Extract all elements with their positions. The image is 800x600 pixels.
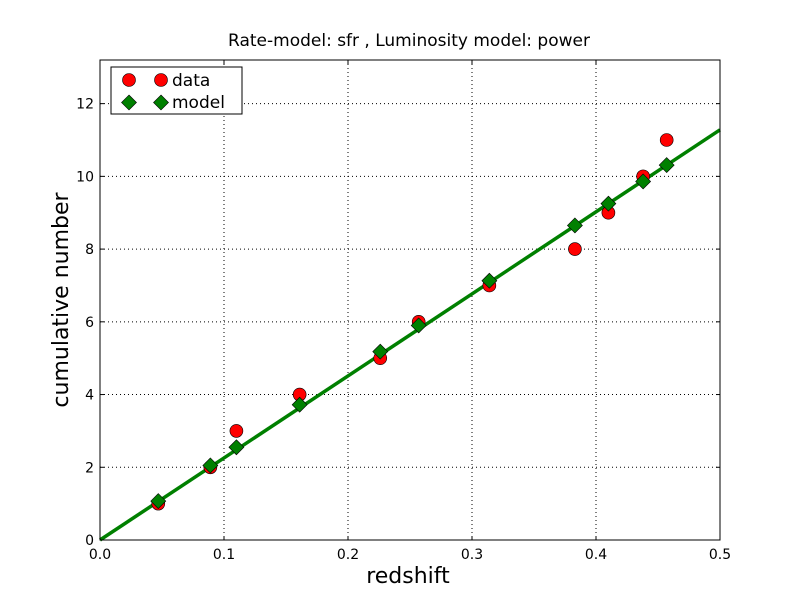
model-point [150,493,167,510]
x-tick-label: 0.2 [337,547,359,563]
x-tick-label: 0.3 [461,547,483,563]
model-point [566,217,583,234]
model-point [635,173,652,190]
model-point [481,272,498,289]
model-point [291,396,308,413]
y-tick-label: 12 [76,97,94,113]
grid [100,60,720,540]
y-tick-label: 8 [85,242,94,258]
model-point [600,195,617,212]
fit-line-group [99,128,721,542]
model-fit-line [99,128,721,542]
x-axis-label: redshift [366,564,450,589]
model-point [202,457,219,474]
data-point [568,242,582,256]
model-point [372,343,389,360]
legend-data-label: data [172,71,210,91]
y-tick-label: 4 [85,388,94,404]
x-tick-label: 0.4 [585,547,607,563]
y-axis-label: cumulative number [49,191,74,407]
legend-model-label: model [172,93,225,113]
y-tick-label: 6 [85,315,94,331]
legend: data model [110,66,243,115]
legend-data-marker [122,73,136,87]
x-tick-label: 0.1 [213,547,235,563]
chart-title: Rate-model: sfr , Luminosity model: powe… [228,31,590,51]
y-tick-label: 0 [85,533,94,549]
data-point [659,133,674,147]
markers [150,133,675,511]
model-point [228,439,245,456]
legend-data-marker [154,73,168,87]
legend-model-marker [153,94,169,111]
x-tick-label: 0.0 [89,547,111,563]
y-tick-label: 2 [85,460,94,476]
model-point [658,157,675,174]
data-point [229,424,244,438]
model-point [410,317,427,334]
y-axis: 0 2 4 6 8 10 12 [76,97,720,549]
legend-model-marker [121,94,137,111]
y-tick-label: 10 [76,169,94,185]
plot-frame [99,59,721,541]
x-axis: 0.0 0.1 0.2 0.3 0.4 0.5 [89,60,731,563]
x-tick-label: 0.5 [709,547,731,563]
